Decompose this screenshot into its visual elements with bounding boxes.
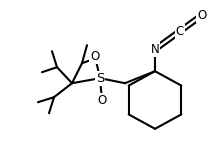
Text: O: O — [197, 9, 207, 22]
Text: O: O — [90, 50, 100, 63]
Text: C: C — [176, 25, 184, 38]
Text: N: N — [151, 43, 159, 56]
Text: O: O — [97, 94, 107, 107]
Text: S: S — [96, 72, 104, 85]
